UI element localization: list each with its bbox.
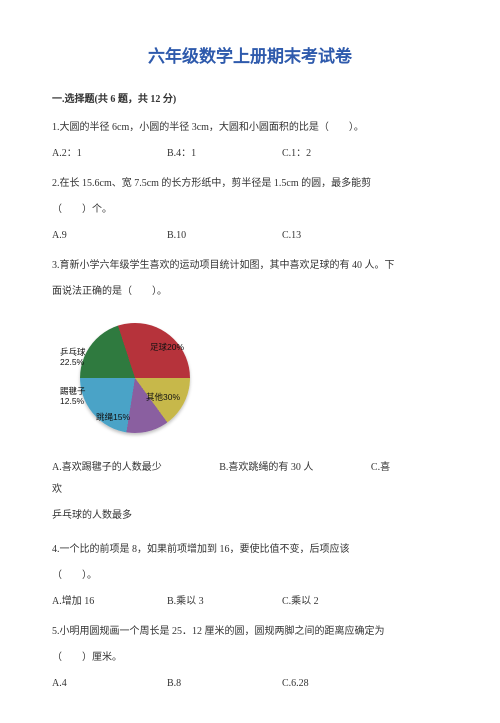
q5-stem2: （ ）厘米。 [52,647,448,669]
q2-options: A.9 B.10 C.13 [52,225,448,247]
q2-optC: C.13 [282,225,397,247]
lbl-pp: 乒乓球 22.5% [60,348,86,368]
q2-optB: B.10 [167,225,282,247]
q5-optC: C.6.28 [282,673,397,695]
q2-optA: A.9 [52,225,167,247]
q3-optA: A.喜欢踢毽子的人数最少 [52,462,162,473]
q3-optC-cont: 乒乓球的人数最多 [52,505,448,527]
page-title: 六年级数学上册期末考试卷 [52,38,448,75]
q3-stem1: 3.育新小学六年级学生喜欢的运动项目统计如图，其中喜欢足球的有 40 人。下 [52,255,448,277]
lbl-shuttle-1: 踢毽子 [60,386,86,396]
q5-optB: B.8 [167,673,282,695]
lbl-soccer: 足球20% [150,343,184,353]
q4-optC: C.乘以 2 [282,591,397,613]
q1-stem: 1.大圆的半径 6cm，小圆的半径 3cm，大圆和小圆面积的比是（ ）。 [52,117,448,139]
pie-chart: 足球20% 其他30% 跳绳15% 踢毽子 12.5% 乒乓球 22.5% [58,313,448,443]
q3-stem2: 面说法正确的是（ ）。 [52,281,448,303]
section-heading: 一.选择题(共 6 题，共 12 分) [52,89,448,111]
q5-stem1: 5.小明用圆规画一个周长是 25．12 厘米的圆，圆规两脚之间的距离应确定为 [52,621,448,643]
lbl-pp-2: 22.5% [60,357,84,367]
q4-optA: A.增加 16 [52,591,167,613]
q5-options: A.4 B.8 C.6.28 [52,673,448,695]
q1-optB: B.4：1 [167,143,282,165]
q4-options: A.增加 16 B.乘以 3 C.乘以 2 [52,591,448,613]
q4-stem1: 4.一个比的前项是 8，如果前项增加到 16，要使比值不变，后项应该 [52,539,448,561]
lbl-pp-1: 乒乓球 [60,347,86,357]
lbl-jump: 跳绳15% [96,413,130,423]
q1-optA: A.2：1 [52,143,167,165]
lbl-shuttle-2: 12.5% [60,396,84,406]
q3-optB: B.喜欢跳绳的有 30 人 [219,462,313,473]
q1-options: A.2：1 B.4：1 C.1：2 [52,143,448,165]
q2-stem2: （ ）个。 [52,199,448,221]
q3-options: A.喜欢踢毽子的人数最少 B.喜欢跳绳的有 30 人 C.喜欢 [52,457,448,501]
q2-stem1: 2.在长 15.6cm、宽 7.5cm 的长方形纸中，剪半径是 1.5cm 的圆… [52,173,448,195]
q4-stem2: （ ）。 [52,565,448,587]
lbl-shuttle: 踢毽子 12.5% [60,387,86,407]
q4-optB: B.乘以 3 [167,591,282,613]
q5-optA: A.4 [52,673,167,695]
exam-page: 六年级数学上册期末考试卷 一.选择题(共 6 题，共 12 分) 1.大圆的半径… [0,0,500,723]
q1-optC: C.1：2 [282,143,397,165]
lbl-other: 其他30% [146,393,180,403]
